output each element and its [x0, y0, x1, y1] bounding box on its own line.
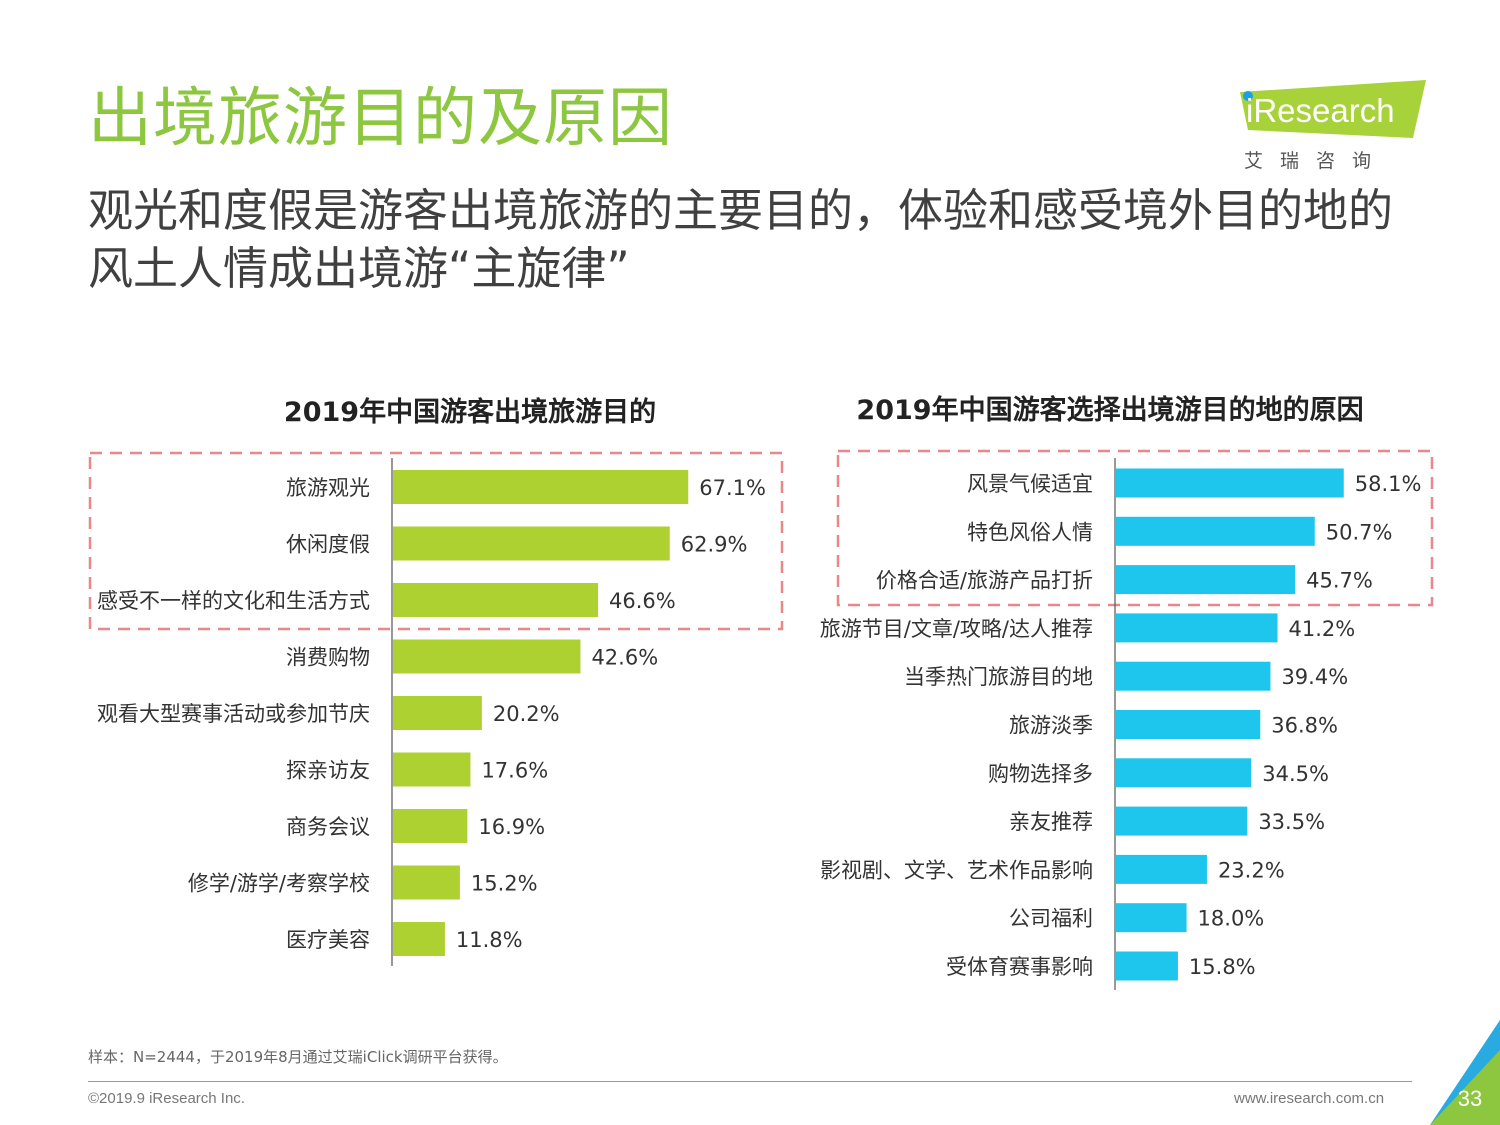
chart-2-bar — [1116, 806, 1248, 836]
chart-2-category-label: 旅游淡季 — [1009, 714, 1093, 738]
copyright: ©2019.9 iResearch Inc. — [88, 1090, 245, 1107]
corner-decoration — [1430, 1020, 1500, 1125]
chart-2-title: 2019年中国游客选择出境游目的地的原因 — [856, 395, 1364, 426]
chart-2-category-label: 公司福利 — [1009, 907, 1093, 931]
chart-2-category-label: 购物选择多 — [988, 762, 1093, 786]
chart-1-value-label: 62.9% — [681, 533, 748, 557]
chart-2-bar — [1116, 516, 1315, 546]
chart-2-bar — [1116, 951, 1178, 981]
chart-1-bar — [393, 752, 471, 787]
chart-1-category-label: 消费购物 — [286, 646, 370, 670]
chart-1-bar — [393, 865, 460, 900]
chart-1-bar — [393, 526, 670, 561]
chart-2-category-label: 价格合适/旅游产品打折 — [876, 569, 1093, 593]
chart-2-value-label: 50.7% — [1326, 520, 1393, 544]
chart-2-value-label: 58.1% — [1355, 472, 1422, 496]
chart-2-category-label: 特色风俗人情 — [967, 520, 1093, 544]
chart-2-value-label: 36.8% — [1271, 714, 1338, 738]
chart-2-value-label: 18.0% — [1198, 907, 1265, 931]
chart-2-bar — [1116, 854, 1207, 884]
chart-1-title: 2019年中国游客出境旅游目的 — [283, 397, 657, 428]
chart-2-category-label: 受体育赛事影响 — [946, 955, 1093, 979]
chart-1-bar — [393, 639, 581, 674]
chart-1-value-label: 67.1% — [699, 476, 766, 500]
chart-1-value-label: 15.2% — [471, 872, 538, 896]
chart-2-value-label: 41.2% — [1289, 617, 1356, 641]
chart-2-category-label: 旅游节目/文章/攻略/达人推荐 — [820, 617, 1093, 641]
chart-1-value-label: 20.2% — [493, 702, 560, 726]
page-title: 出境旅游目的及原因 — [88, 82, 673, 156]
chart-1-bar — [393, 583, 599, 617]
chart-2-value-label: 39.4% — [1281, 665, 1348, 689]
chart-1-bar — [393, 809, 468, 843]
website-link[interactable]: www.iresearch.com.cn — [1234, 1090, 1385, 1107]
chart-2-bar — [1116, 468, 1344, 498]
chart-2-value-label: 33.5% — [1258, 810, 1325, 834]
chart-1-value-label: 17.6% — [481, 759, 548, 783]
iresearch-logo: iResearch 艾瑞咨询 — [1238, 80, 1428, 172]
chart-1-bar — [393, 470, 689, 504]
page-subtitle: 观光和度假是游客出境旅游的主要目的，体验和感受境外目的地的风土人情成出境游“主旋… — [88, 184, 1394, 295]
chart-2-value-label: 23.2% — [1218, 858, 1285, 882]
chart-2-category-label: 影视剧、文学、艺术作品影响 — [820, 858, 1093, 882]
chart-2-bar — [1116, 758, 1252, 788]
chart-2-highlight-box — [836, 449, 1434, 607]
chart-1-value-label: 46.6% — [609, 589, 676, 613]
chart-1-value-label: 42.6% — [591, 646, 658, 670]
logo-banner-shape — [1240, 80, 1426, 138]
chart-1-category-label: 商务会议 — [286, 815, 370, 839]
chart-2-value-label: 34.5% — [1262, 762, 1329, 786]
chart-1-category-label: 旅游观光 — [286, 476, 370, 500]
page-number: 33 — [1457, 1086, 1483, 1111]
sample-footnote: 样本：N=2444，于2019年8月通过艾瑞iClick调研平台获得。 — [88, 1048, 508, 1066]
chart-2-value-label: 45.7% — [1306, 569, 1373, 593]
chart-1-category-label: 休闲度假 — [286, 533, 370, 557]
chart-1-category-label: 探亲访友 — [286, 759, 370, 783]
chart-1-category-label: 医疗美容 — [286, 928, 370, 952]
chart-1-bar — [393, 922, 445, 956]
chart-1-value-label: 11.8% — [456, 928, 523, 952]
chart-2-bar — [1116, 710, 1261, 739]
chart-1-category-label: 修学/游学/考察学校 — [188, 872, 370, 896]
logo-chinese-name: 艾瑞咨询 — [1244, 150, 1389, 172]
chart-2-category-label: 风景气候适宜 — [967, 472, 1093, 496]
chart-2-category-label: 当季热门旅游目的地 — [904, 665, 1093, 689]
footer-divider — [88, 1081, 1412, 1082]
chart-2-value-label: 15.8% — [1189, 955, 1256, 979]
logo-wordmark: iResearch — [1246, 92, 1395, 129]
chart-2-bar — [1116, 661, 1271, 691]
chart-2-category-label: 亲友推荐 — [1009, 810, 1093, 834]
chart-1-category-label: 观看大型赛事活动或参加节庆 — [97, 702, 370, 726]
chart-2-bar — [1116, 903, 1187, 933]
chart-2-bar — [1116, 613, 1278, 643]
chart-2-bar — [1116, 565, 1296, 595]
chart-1-highlight-box — [88, 451, 784, 631]
chart-1-bar — [393, 696, 482, 730]
chart-1-category-label: 感受不一样的文化和生活方式 — [97, 589, 370, 613]
chart-1-value-label: 16.9% — [478, 815, 545, 839]
